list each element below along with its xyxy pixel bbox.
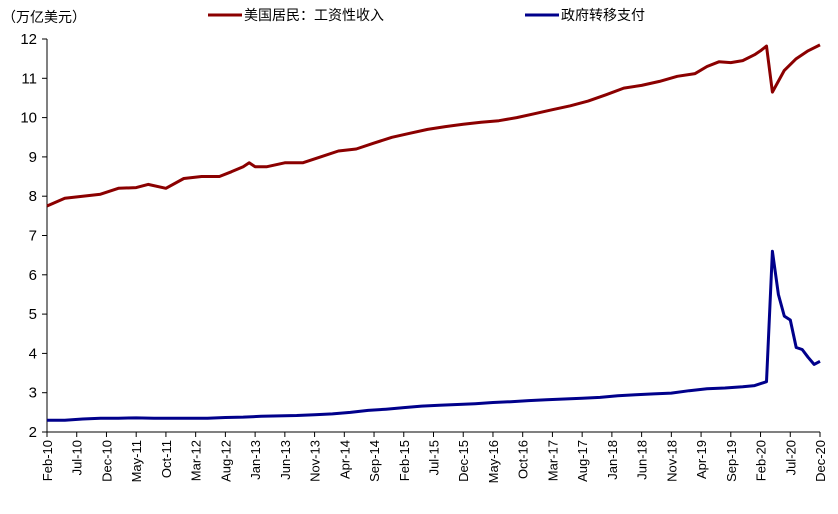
x-tick-label: Jan-18 (605, 440, 620, 480)
x-tick-label: Dec-10 (99, 440, 114, 482)
x-tick-label: Nov-13 (308, 440, 323, 482)
x-tick-label: Aug-12 (218, 440, 233, 482)
axes (46, 39, 820, 433)
x-tick-label: Feb-20 (754, 440, 769, 481)
x-tick-label: Nov-18 (664, 440, 679, 482)
x-tick-label: Mar-12 (189, 440, 204, 481)
x-tick-label: May-16 (486, 440, 501, 483)
series-line-transfers (47, 249, 821, 422)
y-tick-label: 4 (29, 345, 37, 362)
y-tick-label: 8 (29, 188, 37, 205)
x-tick-label: Feb-10 (40, 440, 55, 481)
x-tick-label: Oct-16 (516, 440, 531, 479)
series-line-wages (46, 43, 821, 208)
x-tick-label: Jul-15 (427, 440, 442, 475)
legend-label-wages: 美国居民：工资性收入 (244, 8, 384, 24)
y-tick-label: 10 (20, 110, 37, 127)
x-tick-label: Mar-17 (545, 440, 560, 481)
x-tick-label: Sep-14 (367, 440, 382, 482)
x-tick-label: Jan-13 (248, 440, 263, 480)
y-tick-label: 11 (21, 70, 37, 87)
x-tick-label: Feb-15 (397, 440, 412, 481)
x-tick-label: Jul-10 (70, 440, 85, 475)
x-tick-label: Apr-14 (337, 440, 352, 479)
x-tick-label: Aug-17 (575, 440, 590, 482)
y-axis-ticks: 2 3 4 5 6 7 8 9 10 11 12 (20, 31, 47, 441)
x-axis-ticks: Feb-10 Jul-10 Dec-10 May-11 Oct-11 Mar-12 Aug-… (40, 432, 828, 483)
y-tick-label: 12 (20, 31, 37, 48)
unit-label: （万亿美元） (2, 10, 86, 26)
x-tick-label: Dec-15 (456, 440, 471, 482)
x-tick-label: Dec-20 (813, 440, 828, 482)
legend: 美国居民：工资性收入 政府转移支付 (208, 8, 645, 24)
series-lines (46, 43, 821, 422)
x-tick-label: Sep-19 (724, 440, 739, 482)
x-tick-label: Jun-18 (635, 440, 650, 480)
x-tick-label: Jun-13 (278, 440, 293, 480)
y-tick-label: 3 (29, 385, 37, 402)
y-tick-label: 2 (29, 424, 37, 441)
y-tick-label: 6 (29, 267, 37, 284)
y-tick-label: 5 (29, 306, 37, 323)
y-tick-label: 9 (29, 149, 37, 166)
x-tick-label: May-11 (129, 440, 144, 482)
legend-label-transfers: 政府转移支付 (561, 8, 645, 24)
x-tick-label: Apr-19 (694, 440, 709, 479)
x-tick-label: Jul-20 (783, 440, 798, 475)
x-tick-label: Oct-11 (159, 440, 174, 478)
y-tick-label: 7 (29, 228, 37, 245)
